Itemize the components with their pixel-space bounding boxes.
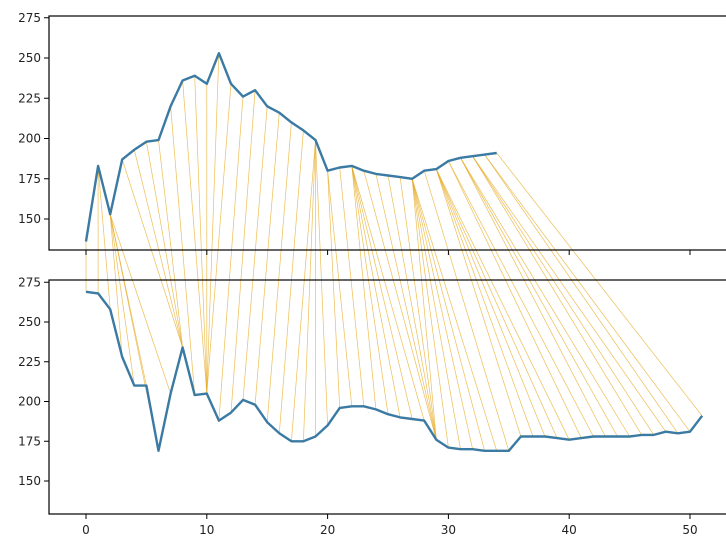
- alignment-link: [133, 149, 183, 348]
- alignment-link: [375, 173, 437, 440]
- y-tick-label: 250: [18, 51, 41, 65]
- x-tick-label: 50: [682, 523, 697, 537]
- alignment-link: [109, 214, 123, 358]
- y-tick-label: 225: [18, 355, 41, 369]
- x-tick-label: 30: [441, 523, 456, 537]
- alignment-link: [496, 152, 703, 417]
- alignment-link: [315, 140, 328, 426]
- alignment-link: [460, 157, 618, 437]
- alignment-link: [242, 106, 268, 400]
- alignment-link: [121, 159, 183, 348]
- alignment-link: [351, 165, 425, 421]
- y-tick-label: 275: [18, 11, 41, 25]
- alignment-link: [254, 112, 280, 405]
- alignment-link: [460, 157, 630, 437]
- x-tick-label: 20: [320, 523, 335, 537]
- alignment-link: [194, 75, 208, 394]
- alignment-link: [411, 178, 473, 450]
- alignment-link: [230, 90, 256, 413]
- alignment-link: [170, 106, 196, 396]
- alignment-link: [448, 160, 594, 437]
- alignment-link: [351, 165, 377, 410]
- alignment-link: [351, 165, 401, 418]
- top-x-ticks: [85, 250, 691, 255]
- alignment-link: [472, 156, 655, 436]
- alignment-link: [435, 168, 546, 437]
- top-series-line: [84, 52, 497, 242]
- alignment-link: [484, 154, 679, 434]
- alignment-link: [411, 178, 485, 451]
- alignment-link: [278, 130, 304, 434]
- top-panel: 150 175 200 225 250 275: [18, 11, 726, 255]
- alignment-link: [411, 178, 437, 440]
- x-tick-label: 10: [199, 523, 214, 537]
- alignment-link: [423, 170, 510, 451]
- alignment-link: [97, 165, 111, 310]
- bottom-y-axis: 150 175 200 225 250 275: [18, 275, 49, 488]
- y-tick-label: 150: [18, 474, 41, 488]
- x-tick-label: 40: [562, 523, 577, 537]
- alignment-link: [411, 178, 449, 448]
- bottom-series-line: [85, 290, 704, 452]
- alignment-link: [472, 156, 642, 436]
- y-tick-label: 200: [18, 395, 41, 409]
- alignment-link: [206, 83, 232, 394]
- alignment-link: [109, 214, 135, 386]
- alignment-link: [109, 214, 171, 394]
- bottom-x-axis: 0 10 20 30 40 50: [82, 514, 698, 537]
- alignment-link: [460, 157, 606, 437]
- y-tick-label: 200: [18, 132, 41, 146]
- alignment-link: [411, 178, 461, 450]
- alignment-link: [472, 155, 667, 432]
- alignment-link: [484, 154, 691, 432]
- y-tick-label: 225: [18, 91, 41, 105]
- top-y-axis: 150 175 200 225 250 275: [18, 11, 49, 226]
- alignment-link: [435, 168, 558, 439]
- alignment-link: [303, 140, 316, 442]
- y-tick-label: 175: [18, 434, 41, 448]
- alignment-link: [387, 175, 437, 440]
- y-tick-label: 250: [18, 315, 41, 329]
- alignment-link: [146, 141, 183, 348]
- alignment-link: [291, 140, 316, 442]
- alignment-link: [411, 178, 498, 451]
- bottom-panel: 150 175 200 225 250 275 0 10 20 30 40 50: [18, 275, 726, 537]
- y-tick-label: 175: [18, 172, 41, 186]
- alignment-link: [206, 53, 220, 394]
- alignment-link: [339, 167, 365, 407]
- alignment-link: [435, 168, 534, 437]
- x-tick-label: 0: [82, 523, 90, 537]
- y-tick-label: 150: [18, 212, 41, 226]
- alignment-link: [435, 168, 522, 437]
- alignment-link: [327, 170, 353, 407]
- alignment-link: [218, 96, 244, 421]
- alignment-link: [266, 122, 292, 423]
- alignment-link: [351, 165, 389, 415]
- alignment-link: [182, 80, 208, 394]
- top-axes-frame: [48, 15, 726, 251]
- y-tick-label: 275: [18, 275, 41, 289]
- alignment-link: [399, 177, 437, 440]
- alignment-link: [435, 168, 570, 440]
- alignment-link: [448, 160, 582, 439]
- alignment-connections: [85, 53, 703, 451]
- alignment-link: [363, 170, 437, 440]
- alignment-link: [158, 140, 183, 348]
- alignment-link: [327, 170, 341, 408]
- alignment-link: [351, 165, 413, 420]
- bottom-axes-frame: [48, 279, 726, 515]
